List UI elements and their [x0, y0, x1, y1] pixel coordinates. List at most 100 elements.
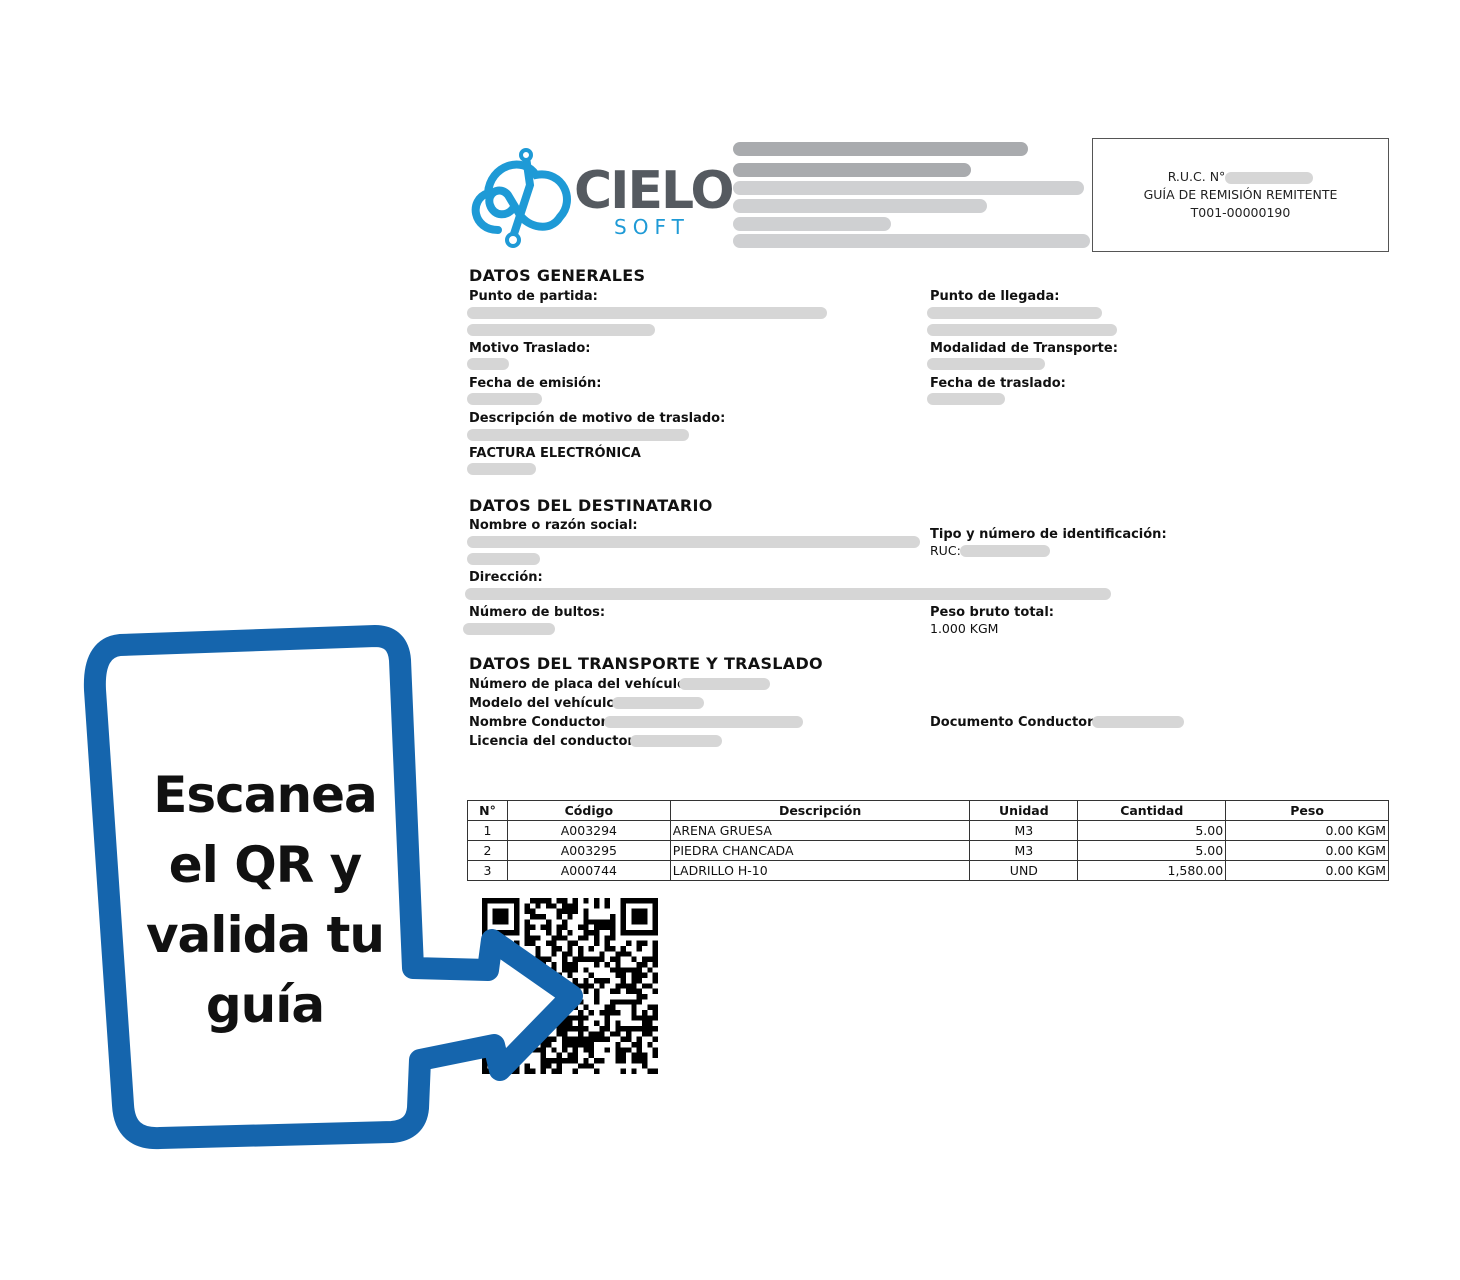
redacted-value [927, 393, 1005, 405]
qr-module [615, 1020, 621, 1026]
qr-module [626, 940, 632, 946]
qr-module [631, 1026, 637, 1032]
redacted-value [467, 429, 689, 441]
qr-module [631, 914, 637, 920]
label-fecha-emision: Fecha de emisión: [469, 376, 602, 391]
redacted-value [927, 307, 1102, 319]
qr-module [540, 1063, 546, 1069]
qr-module [572, 898, 578, 904]
qr-module [610, 988, 616, 994]
qr-module [546, 930, 552, 936]
header-peso: Peso [1225, 800, 1389, 821]
qr-module [594, 935, 600, 941]
qr-module [626, 898, 632, 904]
qr-module [588, 1063, 594, 1069]
qr-module [636, 1058, 642, 1064]
redacted-phone [733, 217, 891, 231]
qr-module [498, 919, 504, 925]
qr-module [599, 956, 605, 962]
qr-module [540, 914, 546, 920]
qr-module [572, 967, 578, 973]
qr-module [599, 983, 605, 989]
qr-module [562, 1042, 568, 1048]
qr-module [556, 1058, 562, 1064]
qr-module [636, 1042, 642, 1048]
qr-module [540, 1068, 546, 1074]
label-bultos: Número de bultos: [469, 605, 606, 620]
redacted-value [467, 393, 542, 405]
qr-module [514, 914, 520, 920]
qr-module [642, 1026, 648, 1032]
qr-module [610, 1010, 616, 1016]
qr-module [652, 1047, 658, 1053]
qr-module [615, 1031, 621, 1037]
cell-peso: 0.00 KGM [1225, 840, 1389, 861]
qr-module [567, 1042, 573, 1048]
qr-module [583, 983, 589, 989]
qr-module [540, 956, 546, 962]
qr-module [567, 940, 573, 946]
qr-module [626, 983, 632, 989]
qr-module [551, 935, 557, 941]
redacted-value [463, 623, 555, 635]
qr-module [562, 1058, 568, 1064]
qr-module [567, 972, 573, 978]
qr-module [620, 1036, 626, 1042]
qr-module [588, 946, 594, 952]
qr-module [620, 972, 626, 978]
qr-module [631, 956, 637, 962]
qr-module [583, 924, 589, 930]
table-header-row: N° Código Descripción Unidad Cantidad Pe… [467, 800, 1389, 821]
qr-module [610, 1031, 616, 1037]
qr-module [583, 956, 589, 962]
label-modalidad: Modalidad de Transporte: [930, 341, 1118, 356]
qr-module [610, 956, 616, 962]
qr-module [642, 1063, 648, 1069]
peso-bruto-value: 1.000 KGM [930, 621, 999, 636]
qr-module [482, 1063, 488, 1069]
redacted-value [927, 324, 1117, 336]
callout-line: el QR y [168, 836, 362, 894]
qr-module [540, 924, 546, 930]
qr-module [562, 1036, 568, 1042]
redacted-value [467, 307, 827, 319]
qr-module [647, 898, 653, 904]
redacted-value [960, 545, 1050, 557]
qr-module [514, 903, 520, 909]
qr-module [583, 1042, 589, 1048]
cell-n: 2 [467, 840, 508, 861]
qr-module [578, 1026, 584, 1032]
qr-module [567, 1020, 573, 1026]
qr-module [610, 946, 616, 952]
qr-module [583, 988, 589, 994]
qr-module [631, 1058, 637, 1064]
qr-module [567, 1015, 573, 1021]
qr-module [562, 924, 568, 930]
qr-module [546, 1042, 552, 1048]
qr-module [562, 908, 568, 914]
qr-module [594, 978, 600, 984]
qr-module [567, 903, 573, 909]
qr-module [652, 946, 658, 952]
qr-module [636, 967, 642, 973]
qr-module [615, 988, 621, 994]
header-codigo: Código [506, 800, 671, 821]
qr-module [594, 1031, 600, 1037]
qr-module [562, 1031, 568, 1037]
qr-module [631, 978, 637, 984]
qr-module [551, 903, 557, 909]
cell-descripcion: LADRILLO H-10 [669, 860, 971, 881]
qr-module [652, 908, 658, 914]
qr-module [567, 1052, 573, 1058]
qr-module [599, 951, 605, 957]
redacted-value [604, 716, 803, 728]
qr-module [647, 1068, 653, 1074]
qr-module [615, 956, 621, 962]
callout-line: valida tu [145, 906, 385, 964]
qr-module [642, 1052, 648, 1058]
qr-module [642, 962, 648, 968]
label-direccion: Dirección: [469, 570, 543, 585]
qr-module [535, 1047, 541, 1053]
qr-module [620, 898, 626, 904]
qr-module [610, 924, 616, 930]
